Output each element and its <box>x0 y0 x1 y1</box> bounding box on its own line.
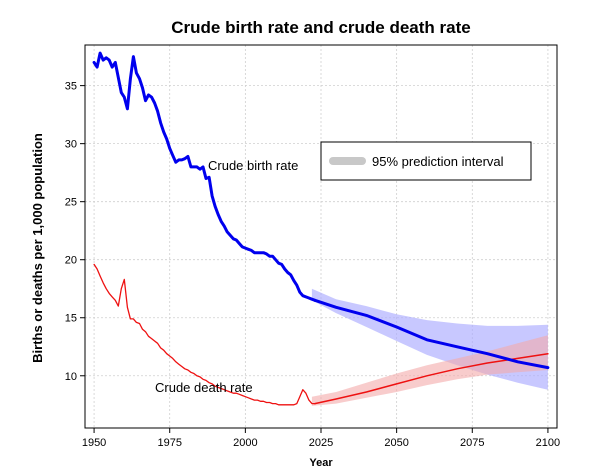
y-tick-label: 20 <box>65 255 77 267</box>
birth-projection-line <box>313 298 550 370</box>
x-tick-label: 1950 <box>82 437 106 449</box>
chart-title: Crude birth rate and crude death rate <box>171 18 470 37</box>
y-tick-label: 15 <box>65 313 77 325</box>
birth-estimate-line <box>92 51 317 302</box>
x-tick-label: 2075 <box>460 437 484 449</box>
x-tick-label: 2050 <box>384 437 408 449</box>
x-tick-label: 1975 <box>157 437 181 449</box>
x-tick-label: 2000 <box>233 437 257 449</box>
birth-rate-annotation: Crude birth rate <box>208 158 298 173</box>
y-axis-ticks: 10 15 20 25 30 35 <box>65 81 85 383</box>
death-estimate-line <box>93 263 316 406</box>
x-tick-label: 2100 <box>536 437 560 449</box>
prediction-bands <box>311 288 548 406</box>
series-lines <box>92 51 550 406</box>
y-tick-label: 35 <box>65 81 77 93</box>
death-rate-annotation: Crude death rate <box>155 380 253 395</box>
x-axis-label: Year <box>309 457 333 469</box>
x-axis-ticks: 1950 1975 2000 2025 2050 2075 2100 <box>82 428 560 449</box>
y-tick-label: 10 <box>65 371 77 383</box>
x-tick-label: 2025 <box>309 437 333 449</box>
y-tick-label: 30 <box>65 139 77 151</box>
legend-label: 95% prediction interval <box>372 154 504 169</box>
y-tick-label: 25 <box>65 197 77 209</box>
legend: 95% prediction interval <box>320 141 532 181</box>
y-axis-label: Births or deaths per 1,000 population <box>30 133 45 363</box>
